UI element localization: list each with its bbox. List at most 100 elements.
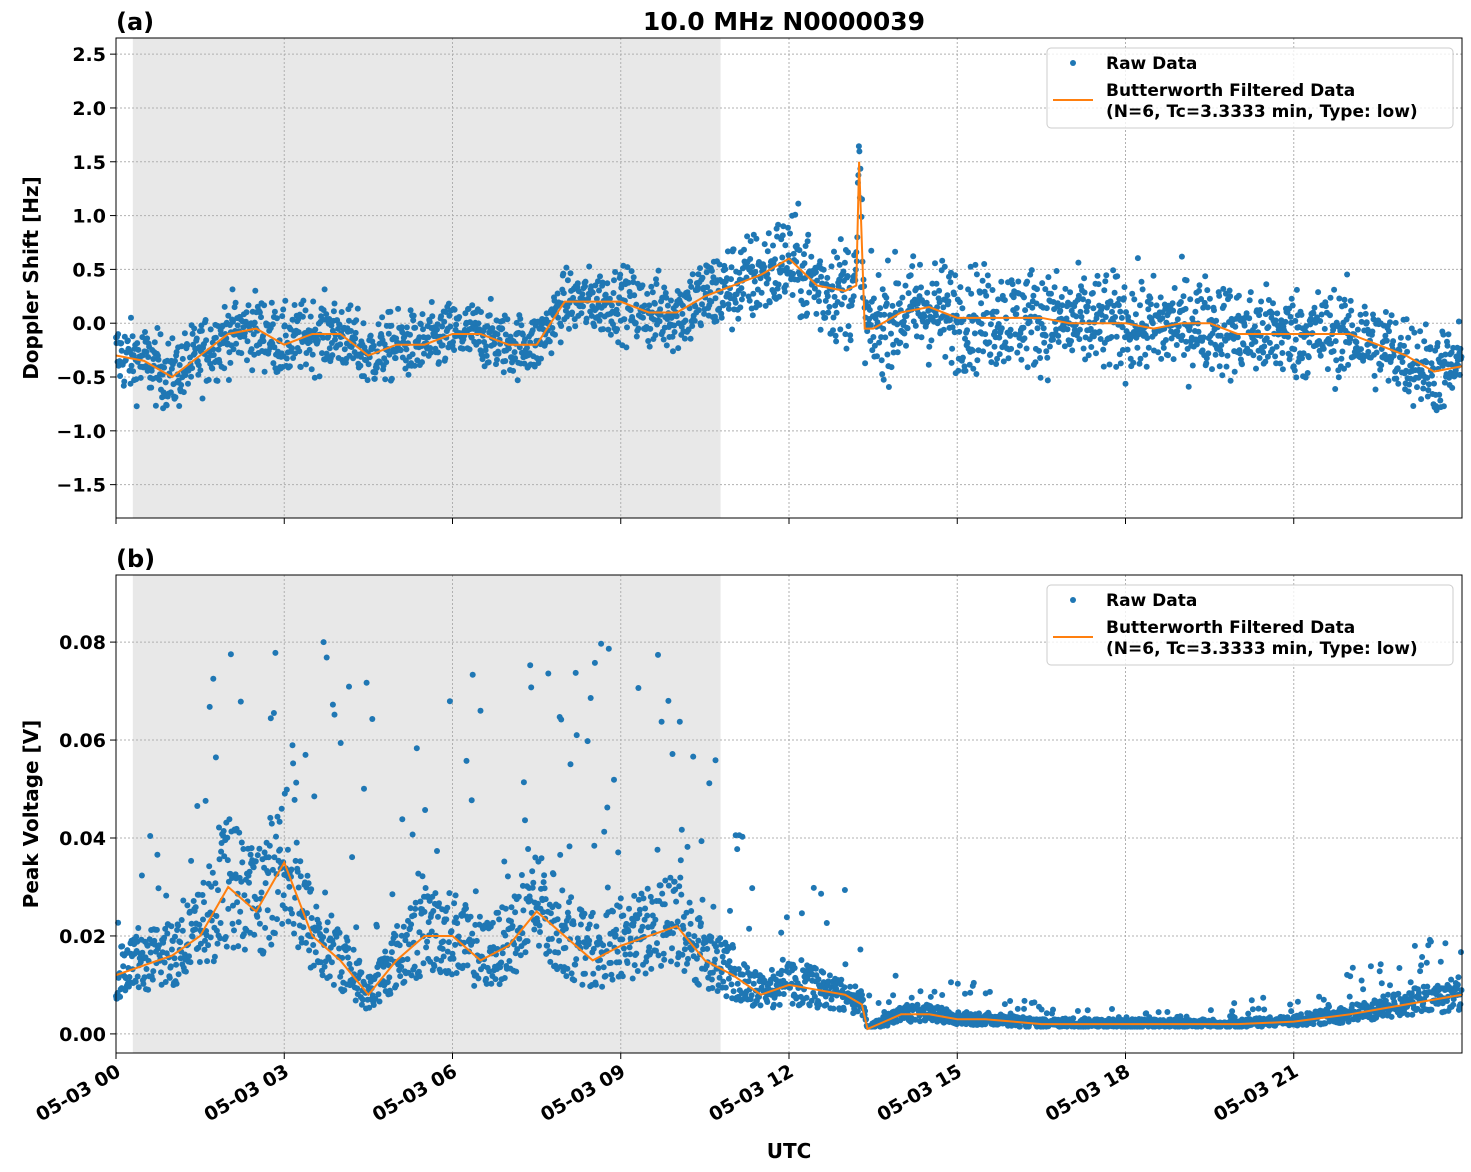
raw-data-point [444,904,451,911]
raw-data-point [783,265,790,271]
raw-data-point [661,284,668,291]
raw-data-point [1436,391,1443,398]
raw-data-point [1084,303,1091,310]
raw-data-point [579,981,586,988]
raw-data-point [145,986,152,993]
raw-data-point [1100,346,1107,353]
raw-data-point [658,962,665,969]
raw-data-point [1388,312,1395,319]
raw-data-point [1291,367,1298,374]
raw-data-point [903,342,909,349]
raw-data-point [1001,1001,1008,1008]
raw-data-point [436,359,442,366]
raw-data-point [282,297,289,304]
raw-data-point [230,944,237,951]
raw-data-point [771,1001,777,1008]
raw-data-point [1145,344,1152,351]
raw-data-point [796,247,803,254]
raw-data-point [849,297,856,304]
raw-data-point [625,279,632,286]
raw-data-point [878,357,885,364]
raw-data-point [974,357,981,364]
raw-data-point [1089,290,1096,296]
raw-data-point [153,926,160,933]
raw-data-point [1113,333,1120,340]
raw-data-point [753,235,760,242]
raw-data-point [422,807,429,813]
raw-data-point [538,355,544,362]
raw-data-point [452,892,459,899]
raw-data-point [175,971,182,978]
raw-data-point [185,380,191,387]
raw-data-point [947,279,954,286]
raw-data-point [998,325,1005,332]
raw-data-point [1100,363,1107,370]
raw-data-point [291,796,298,803]
raw-data-point [254,913,261,920]
y-tick-label: 0.5 [72,259,106,281]
raw-data-point [188,857,195,864]
raw-data-point [161,934,168,941]
raw-data-point [624,960,631,966]
raw-data-point [616,959,623,966]
raw-data-point [981,261,988,267]
raw-data-point [139,949,146,956]
raw-data-point [311,374,318,381]
raw-data-point [1437,397,1444,404]
raw-data-point [1257,307,1264,313]
raw-data-point [704,945,711,952]
raw-data-point [630,279,637,286]
raw-data-point [1096,328,1103,335]
raw-data-point [169,335,176,342]
raw-data-point [373,923,380,930]
raw-data-point [442,355,449,362]
raw-data-point [1397,334,1404,341]
raw-data-point [1174,328,1181,335]
raw-data-point [221,365,228,372]
raw-data-point [1034,286,1040,293]
raw-data-point [951,329,958,336]
raw-data-point [888,330,894,337]
raw-data-point [894,321,901,328]
raw-data-point [145,354,152,360]
raw-data-point [623,344,630,351]
raw-data-point [724,248,731,255]
raw-data-point [292,857,299,864]
raw-data-point [241,892,248,899]
raw-data-point [197,367,204,374]
raw-data-point [419,311,426,318]
raw-data-point [571,977,578,984]
raw-data-point [1160,344,1167,351]
raw-data-point [726,958,733,965]
raw-data-point [703,269,710,276]
raw-data-point [771,289,777,296]
raw-data-point [1406,381,1413,388]
raw-data-point [1112,314,1119,320]
raw-data-point [1243,310,1250,317]
raw-data-point [271,308,278,315]
raw-data-point [669,945,675,952]
raw-data-point [747,238,754,245]
raw-data-point [790,270,797,277]
raw-data-point [962,990,968,997]
raw-data-point [558,323,565,329]
raw-data-point [1068,338,1075,344]
raw-data-point [421,350,427,357]
raw-data-point [548,350,555,357]
raw-data-point [1331,286,1338,293]
raw-data-point [1149,320,1156,327]
raw-data-point [884,351,891,358]
raw-data-point [272,649,279,656]
raw-data-point [644,885,651,892]
raw-data-point [227,359,234,366]
raw-data-point [563,973,570,980]
raw-data-point [269,321,276,328]
raw-data-point [1081,289,1088,296]
raw-data-point [1327,312,1333,319]
raw-data-point [897,339,904,346]
raw-data-point [725,975,732,982]
raw-data-point [662,290,669,296]
raw-data-point [695,307,702,314]
raw-data-point [762,302,769,309]
raw-data-point [189,933,196,940]
